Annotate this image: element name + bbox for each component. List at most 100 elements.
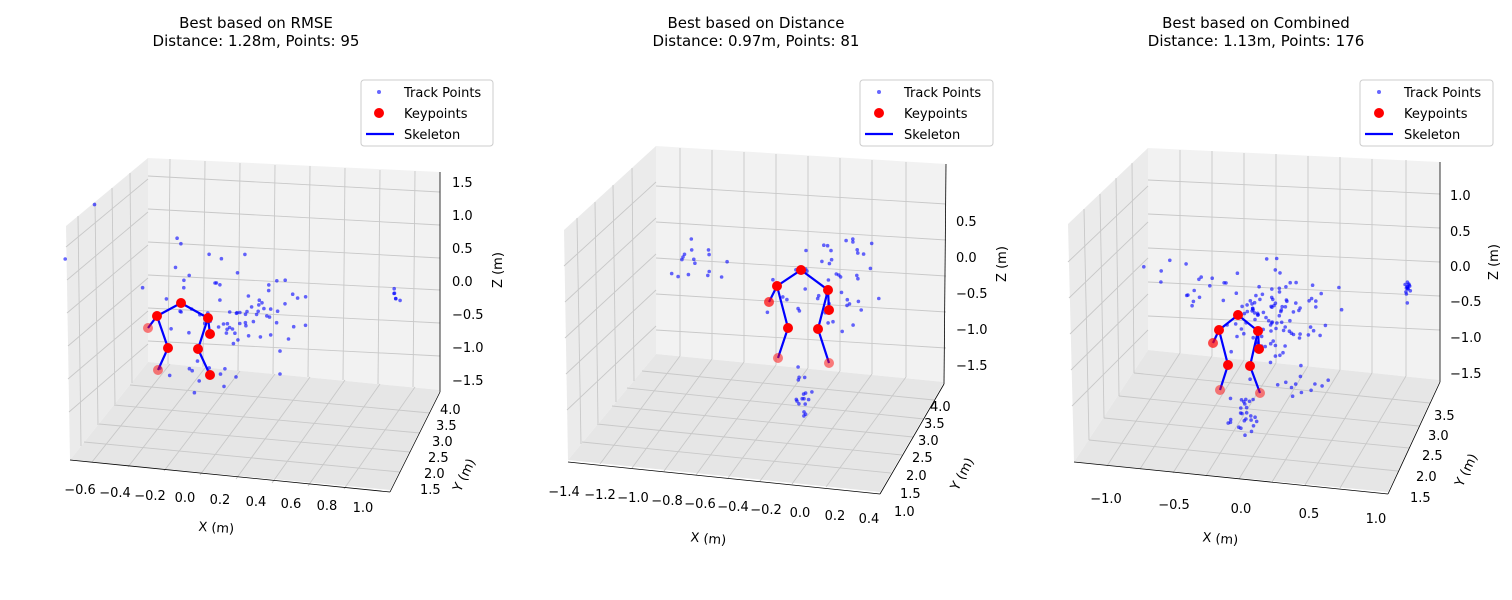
- keypoint: [193, 344, 203, 354]
- track-point: [140, 285, 145, 290]
- legend-label: Skeleton: [904, 128, 960, 143]
- track-points: [669, 237, 881, 418]
- track-point: [1283, 305, 1288, 309]
- track-point: [265, 314, 269, 318]
- x-axis-label: X (m): [198, 520, 235, 537]
- back-pane: [656, 146, 946, 382]
- floor-pane: [568, 354, 944, 492]
- track-point: [1293, 382, 1298, 386]
- track-point: [810, 390, 814, 394]
- track-point: [1258, 297, 1262, 302]
- legend-label: Keypoints: [1404, 107, 1468, 122]
- track-point: [1294, 301, 1298, 305]
- track-point: [1248, 377, 1252, 382]
- x-tick: 0.5: [1299, 507, 1320, 522]
- keypoint: [143, 323, 153, 333]
- track-point: [303, 295, 308, 299]
- track-point: [1299, 363, 1303, 368]
- track-point: [1273, 343, 1278, 348]
- track-point: [1260, 292, 1265, 297]
- track-point: [826, 321, 830, 325]
- track-point: [258, 335, 263, 339]
- track-point: [283, 278, 288, 283]
- side-pane: [66, 158, 148, 460]
- x-tick: −1.2: [584, 488, 616, 503]
- track-point: [1298, 374, 1303, 379]
- track-points: [63, 202, 402, 395]
- track-point: [1264, 315, 1268, 320]
- track-point: [1268, 360, 1273, 365]
- track-point: [1244, 405, 1249, 410]
- track-point: [173, 265, 178, 270]
- grid-side: [65, 172, 149, 447]
- chart-title: Best based on Distance: [667, 14, 844, 32]
- x-tick: 0.0: [1231, 502, 1252, 517]
- track-point: [1273, 354, 1278, 358]
- track-point: [1318, 333, 1322, 338]
- y-tick: 3.5: [1434, 409, 1455, 424]
- track-point: [236, 338, 240, 342]
- track-point: [827, 301, 831, 306]
- x-tick: −1.0: [617, 491, 649, 506]
- z-tick: −1.0: [452, 341, 484, 356]
- track-point: [1309, 388, 1313, 393]
- panel-combined: Best based on Combined Distance: 1.13m, …: [1067, 14, 1502, 549]
- track-point: [1278, 271, 1282, 275]
- track-point: [1323, 323, 1328, 328]
- track-point: [207, 366, 211, 370]
- track-point: [844, 238, 848, 243]
- track-point: [1288, 318, 1292, 323]
- track-point: [267, 283, 271, 287]
- x-tick: −0.2: [750, 503, 782, 518]
- track-point: [719, 275, 724, 279]
- x-tick: 1.0: [353, 501, 374, 516]
- track-point: [213, 281, 217, 285]
- track-point: [225, 327, 229, 332]
- track-point: [856, 299, 861, 304]
- track-point: [1225, 323, 1229, 327]
- track-point: [845, 303, 849, 308]
- x-tick: −0.8: [651, 494, 683, 509]
- track-point: [392, 291, 396, 296]
- z-tick: 1.0: [452, 209, 473, 224]
- y-ticks: 1.5 2.0 2.5 3.0 3.5: [1410, 409, 1455, 506]
- track-point: [1269, 304, 1273, 309]
- track-point: [1405, 301, 1410, 305]
- z-tick: −1.5: [1450, 367, 1482, 382]
- track-point: [855, 273, 859, 278]
- track-point: [1314, 299, 1318, 303]
- track-point: [286, 337, 291, 341]
- track-points-marker: [377, 90, 381, 94]
- track-point: [1290, 394, 1295, 399]
- track-point: [291, 324, 296, 329]
- y-tick: 2.0: [1416, 470, 1437, 485]
- keypoint: [824, 358, 834, 368]
- track-point: [856, 276, 860, 281]
- z-tick: 1.5: [452, 176, 473, 191]
- x-tick: −0.5: [1158, 498, 1190, 513]
- track-point: [1240, 304, 1244, 309]
- track-point: [197, 379, 201, 383]
- z-tick: −0.5: [956, 287, 988, 302]
- z-ticks: −1.5 −1.0 −0.5 0.0 0.5: [956, 215, 988, 374]
- track-point: [1306, 333, 1311, 337]
- track-point: [243, 252, 247, 257]
- x-tick: −0.4: [717, 500, 749, 515]
- track-point: [1244, 321, 1248, 325]
- y-ticks: 1.0 1.5 2.0 2.5 3.0 3.5 4.0: [894, 400, 951, 520]
- track-point: [869, 241, 874, 246]
- keypoint: [1245, 361, 1255, 371]
- z-tick: 0.0: [452, 275, 473, 290]
- keypoint: [783, 323, 793, 333]
- track-point: [868, 266, 873, 271]
- track-point: [1229, 349, 1233, 354]
- track-point: [1263, 344, 1267, 349]
- track-point: [1308, 325, 1313, 329]
- track-point: [796, 365, 800, 369]
- track-point: [1239, 327, 1244, 331]
- track-point: [1278, 353, 1282, 358]
- track-points-marker: [1377, 90, 1381, 94]
- track-point: [1228, 420, 1233, 425]
